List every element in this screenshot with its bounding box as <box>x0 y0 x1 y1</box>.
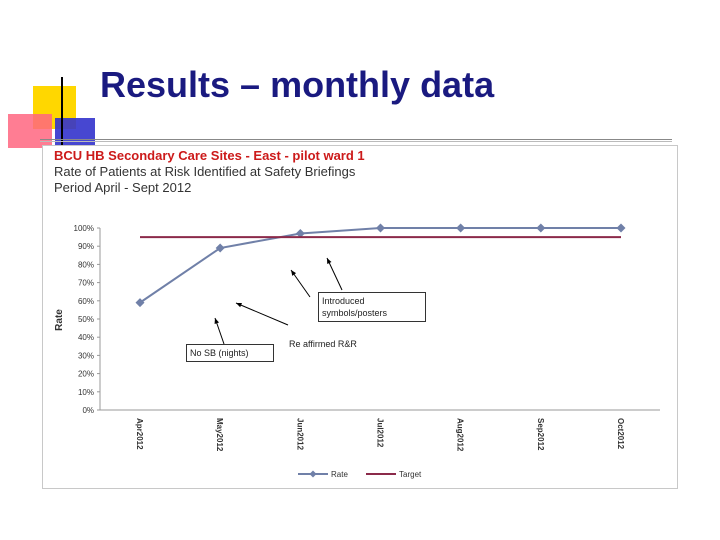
y-tick-label: 20% <box>78 370 94 379</box>
y-tick-label: 10% <box>78 388 94 397</box>
x-tick-label: Oct2012 <box>616 418 625 450</box>
x-tick-label: May2012 <box>215 418 224 452</box>
annotation-arrow-symbols-1-head <box>291 270 297 276</box>
data-point-rate <box>215 243 225 253</box>
annotation-reaffirmed: Re affirmed R&R <box>289 339 357 349</box>
data-point-rate <box>295 228 305 238</box>
data-point-rate <box>376 223 385 233</box>
annotation-introduced-symbols: Introduced symbols/posters <box>318 292 426 322</box>
y-tick-label: 0% <box>82 406 94 415</box>
y-tick-label: 60% <box>78 297 94 306</box>
annotation-no-sb: No SB (nights) <box>186 344 274 362</box>
y-tick-label: 50% <box>78 315 94 324</box>
annotation-arrow-symbols-2 <box>326 257 343 291</box>
annotation-arrow-nosb-2 <box>235 302 289 326</box>
y-axis-label: Rate <box>54 309 65 331</box>
y-tick-label: 100% <box>74 224 94 233</box>
data-point-rate <box>456 223 466 233</box>
decor-pink-square <box>8 114 52 148</box>
annotation-arrow-nosb-2-head <box>236 303 242 308</box>
y-tick-label: 30% <box>78 351 94 360</box>
title-divider <box>40 139 672 140</box>
x-tick-label: Apr2012 <box>135 418 144 450</box>
legend-label-target: Target <box>399 470 422 479</box>
annotation-arrow-no-sb-head <box>214 318 220 324</box>
decor-vertical-line <box>61 77 63 149</box>
x-tick-label: Jul2012 <box>376 418 385 448</box>
chart-subtitle-1: Rate of Patients at Risk Identified at S… <box>54 164 356 179</box>
data-point-rate <box>536 223 546 233</box>
chart-title: BCU HB Secondary Care Sites - East - pil… <box>54 148 365 163</box>
x-tick-label: Aug2012 <box>456 418 465 452</box>
data-point-rate <box>135 298 145 308</box>
y-tick-label: 90% <box>78 242 94 251</box>
x-tick-label: Sep2012 <box>536 418 545 451</box>
y-tick-label: 40% <box>78 333 94 342</box>
y-tick-label: 70% <box>78 279 94 288</box>
title-divider-shadow <box>40 141 672 142</box>
data-point-rate <box>616 223 626 233</box>
slide-title: Results – monthly data <box>100 64 495 105</box>
chart-subtitle-2: Period April - Sept 2012 <box>54 180 192 195</box>
annotation-arrow-symbols-2-head <box>327 258 332 264</box>
y-tick-label: 80% <box>78 260 94 269</box>
x-tick-label: Jun2012 <box>295 418 304 451</box>
legend-marker-rate <box>309 470 317 478</box>
legend-label-rate: Rate <box>331 470 348 479</box>
